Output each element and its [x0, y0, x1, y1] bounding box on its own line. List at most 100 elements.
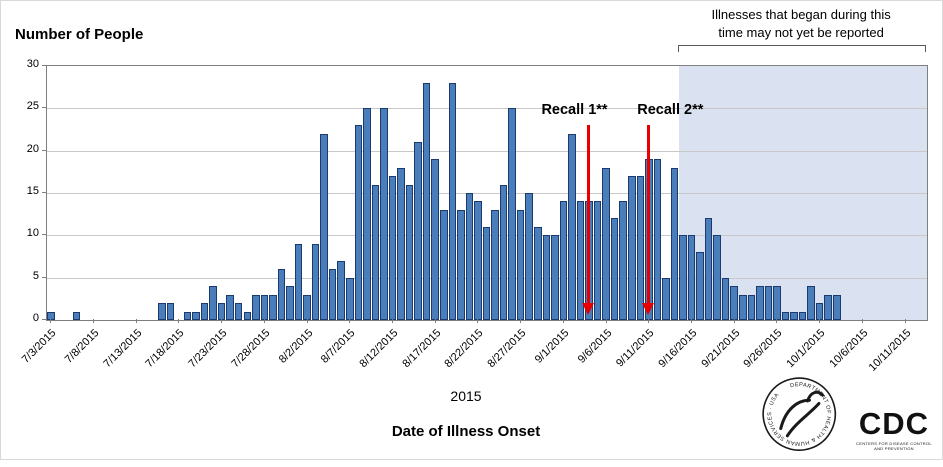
bar [328, 269, 337, 320]
bar [243, 311, 252, 320]
annotation-line-2: time may not yet be reported [718, 24, 884, 40]
recall-annotation-1: Recall 1** [541, 102, 608, 118]
bar [679, 235, 687, 320]
y-axis-tick-label: 5 [32, 269, 39, 282]
y-axis-tick [42, 276, 46, 278]
bar [627, 176, 636, 320]
bar [234, 303, 243, 320]
bar [696, 252, 704, 320]
recall-arrow-head [582, 303, 595, 315]
gridline [47, 150, 927, 152]
bar [670, 167, 679, 320]
bar [217, 303, 226, 320]
bar [440, 209, 448, 320]
bar [371, 184, 380, 320]
bar [363, 108, 371, 320]
bar [448, 82, 457, 320]
bar [542, 235, 551, 320]
x-axis-tick [562, 319, 564, 323]
bar [482, 226, 491, 320]
x-axis-tick [92, 319, 94, 323]
bar [200, 303, 209, 320]
cdc-logo-text: CDC [858, 406, 930, 441]
y-axis-tick-label: 15 [26, 185, 39, 197]
cdc-logo-subtext: CENTERS FOR DISEASE CONTROL AND PREVENTI… [856, 441, 932, 451]
gridline [47, 193, 927, 194]
x-axis-tick [477, 319, 479, 323]
bar [405, 184, 414, 320]
bar [662, 277, 670, 320]
y-axis-tick [42, 149, 46, 151]
y-axis-tick [42, 65, 46, 66]
bar [457, 209, 465, 320]
bar [798, 311, 807, 320]
bar [764, 286, 773, 320]
x-axis-tick [50, 319, 52, 323]
bar [773, 286, 781, 320]
x-axis-tick [691, 319, 693, 323]
y-axis-tick-label: 25 [26, 100, 39, 113]
bar [260, 294, 269, 320]
bar [653, 159, 662, 320]
x-axis-tick [605, 319, 607, 323]
bar [824, 294, 832, 320]
bar [286, 286, 294, 320]
bar [269, 294, 277, 320]
bar [431, 159, 439, 320]
bar [346, 277, 354, 320]
y-axis-tick-label: 30 [26, 58, 39, 70]
bar [158, 303, 166, 320]
bar [807, 286, 815, 320]
x-axis-tick [392, 319, 394, 323]
bar [756, 286, 764, 320]
bar [72, 311, 81, 320]
bar [226, 294, 234, 320]
cdc-logo: CDC CENTERS FOR DISEASE CONTROL AND PREV… [854, 408, 934, 451]
bar [380, 108, 388, 320]
bar [747, 294, 756, 320]
recall-arrow-head [641, 303, 654, 315]
bar [593, 201, 602, 320]
x-axis-tick [434, 319, 436, 323]
x-axis-tick [263, 319, 265, 323]
bar [320, 133, 328, 320]
x-axis-tick [221, 319, 223, 323]
bar [499, 184, 508, 320]
bar [388, 176, 397, 320]
bar [414, 142, 422, 320]
recall-arrow-line [646, 125, 650, 305]
bar [277, 269, 286, 320]
y-axis-tick-label: 20 [26, 142, 39, 155]
bar [303, 294, 311, 320]
annotation-bracket [678, 45, 926, 52]
y-axis-tick [42, 107, 46, 109]
recall-annotation-2: Recall 2** [637, 102, 704, 118]
y-axis-tick-label: 10 [26, 227, 39, 240]
x-axis-tick [520, 319, 522, 323]
gridline [47, 108, 927, 110]
hhs-eagle-icon: DEPARTMENT OF HEALTH & HUMAN SERVICES · … [759, 374, 840, 455]
bar [465, 193, 474, 320]
bar [790, 311, 798, 320]
bar [730, 286, 739, 320]
y-axis-tick [42, 319, 46, 320]
bar [739, 294, 747, 320]
bar [311, 243, 320, 320]
bar [713, 235, 721, 320]
bar [815, 303, 824, 320]
bar [559, 201, 568, 320]
bar [491, 209, 499, 320]
bar [636, 176, 645, 320]
x-axis-tick [733, 319, 735, 323]
bar [166, 303, 175, 320]
x-axis-tick [904, 319, 906, 323]
bar [833, 294, 841, 320]
bar [525, 193, 533, 320]
x-axis-title: Date of Illness Onset [391, 423, 541, 440]
bar [337, 260, 346, 320]
plot-area [46, 65, 928, 321]
x-axis-tick [349, 319, 351, 323]
bar [576, 201, 585, 320]
x-axis-tick [861, 319, 863, 323]
